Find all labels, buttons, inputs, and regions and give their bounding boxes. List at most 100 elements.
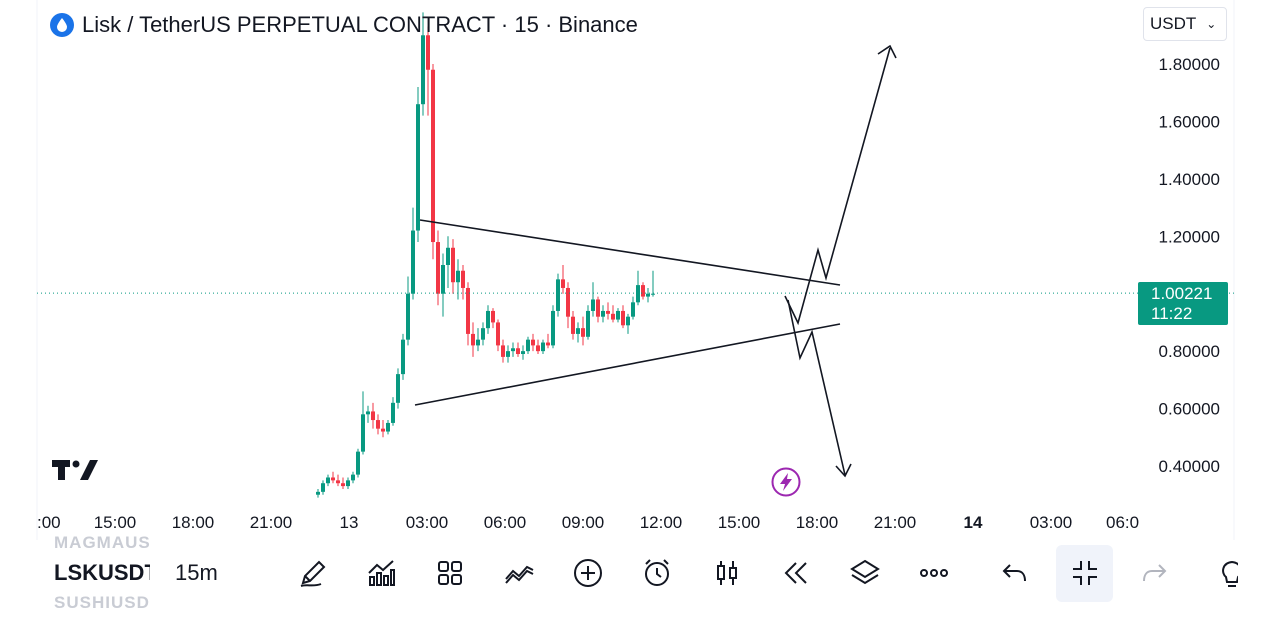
price-tick-label: 0.60000 (1159, 400, 1220, 419)
undo-icon[interactable] (996, 554, 1034, 592)
candle-13 (381, 420, 385, 438)
layers-icon[interactable] (846, 554, 884, 592)
last-price-label: 1.00221 11:22 (1138, 282, 1228, 325)
symbol-button[interactable]: LSKUSDT (54, 560, 150, 585)
breakdown-arrowhead (835, 463, 852, 478)
candle-26 (446, 236, 450, 288)
lightning-icon[interactable] (771, 467, 801, 497)
candle-25 (441, 253, 445, 317)
candle-7 (351, 471, 355, 484)
candle-62 (626, 313, 630, 334)
pen-icon[interactable] (294, 554, 332, 592)
triangle-pattern[interactable] (414, 44, 897, 478)
candle-27 (451, 239, 455, 294)
lightbulb-icon[interactable] (1216, 554, 1238, 592)
breakout-up-arrow[interactable] (784, 47, 891, 326)
chevron-down-icon: ⌄ (1206, 17, 1217, 31)
candle-23 (431, 64, 435, 260)
candle-53 (581, 316, 585, 346)
candle-61 (621, 305, 625, 329)
time-tick-label: 12:00 (640, 513, 683, 532)
candle-54 (586, 305, 590, 340)
time-tick-label: 14 (964, 513, 983, 532)
currency-select[interactable]: USDT ⌄ (1143, 7, 1227, 41)
candle-4 (336, 474, 340, 487)
currency-value: USDT (1150, 14, 1197, 33)
candle-31 (471, 322, 475, 357)
collapse-icon[interactable] (1066, 554, 1104, 592)
breakdown-arrow[interactable] (787, 299, 846, 476)
time-tick-label: 06:00 (484, 513, 527, 532)
candle-64 (636, 270, 640, 306)
time-tick-label: 13 (340, 513, 359, 532)
replay-icon[interactable] (777, 554, 815, 592)
candle-20 (416, 86, 420, 243)
redo-icon[interactable] (1135, 554, 1173, 592)
candle-series (316, 12, 655, 498)
lisk-drop-icon (50, 13, 74, 37)
candle-22 (426, 26, 430, 116)
candle-1 (321, 480, 325, 495)
alert-icon[interactable] (638, 554, 676, 592)
candle-50 (566, 282, 570, 329)
candle-37 (501, 339, 505, 363)
time-tick-label: 15:00 (718, 513, 761, 532)
candle-57 (601, 305, 605, 323)
candle-66 (646, 287, 650, 303)
candle-39 (511, 342, 515, 357)
price-tick-label: 1.80000 (1159, 55, 1220, 74)
candle-65 (641, 282, 645, 300)
candle-5 (341, 477, 345, 489)
tradingview-logo-icon[interactable] (52, 458, 98, 487)
time-tick-label: 03:00 (1030, 513, 1073, 532)
candle-48 (556, 273, 560, 317)
templates-icon[interactable] (431, 554, 469, 592)
time-tick-label: 09:00 (562, 513, 605, 532)
candle-24 (436, 230, 440, 306)
interval-button[interactable]: 15m (175, 560, 218, 585)
candle-45 (541, 339, 545, 355)
bar-countdown: 11:22 (1151, 304, 1193, 323)
candle-67 (651, 270, 655, 297)
time-axis[interactable]: :00 15:00 18:00 21:00 13 03:00 06:00 09:00 12:00… (37, 513, 1139, 532)
time-tick-label: :00 (37, 513, 61, 532)
add-icon[interactable] (569, 554, 607, 592)
price-chart[interactable]: 1.80000 1.60000 1.40000 1.20000 0.80000 0.600… (0, 0, 1280, 540)
triangle-lower-line[interactable] (414, 323, 841, 406)
triangle-upper-line[interactable] (419, 219, 841, 286)
candle-46 (546, 333, 550, 349)
candle-56 (596, 296, 600, 323)
price-tick-label: 1.60000 (1159, 112, 1220, 131)
time-tick-label: 15:00 (94, 513, 137, 532)
chart-title: Lisk / TetherUS PERPETUAL CONTRACT · 15 … (82, 12, 638, 37)
candle-49 (561, 265, 565, 294)
more-icon[interactable] (915, 554, 953, 592)
time-tick-label: 03:00 (406, 513, 449, 532)
candle-55 (591, 282, 595, 317)
time-tick-label: 21:00 (250, 513, 293, 532)
candle-29 (461, 265, 465, 300)
candle-51 (571, 310, 575, 340)
candle-42 (526, 336, 530, 355)
candle-0 (316, 488, 320, 498)
price-axis[interactable]: 1.80000 1.60000 1.40000 1.20000 0.80000 0.600… (1159, 55, 1220, 476)
candle-41 (521, 345, 525, 360)
candle-16 (396, 368, 400, 409)
time-tick-label: 18:00 (796, 513, 839, 532)
candle-33 (481, 322, 485, 346)
candle-17 (401, 333, 405, 380)
candle-32 (476, 328, 480, 352)
last-price-value: 1.00221 (1151, 284, 1213, 303)
ghost-symbol-above: MAGMAUSDT (54, 533, 150, 552)
candle-47 (551, 305, 555, 349)
candle-43 (531, 333, 535, 352)
price-tick-label: 1.40000 (1159, 170, 1220, 189)
time-tick-label: 06:0 (1106, 513, 1139, 532)
candle-36 (496, 319, 500, 352)
candle-59 (611, 305, 615, 323)
drawings-icon[interactable] (500, 554, 538, 592)
candle-58 (606, 302, 610, 320)
indicators-icon[interactable] (362, 554, 400, 592)
bar-style-icon[interactable] (708, 554, 746, 592)
